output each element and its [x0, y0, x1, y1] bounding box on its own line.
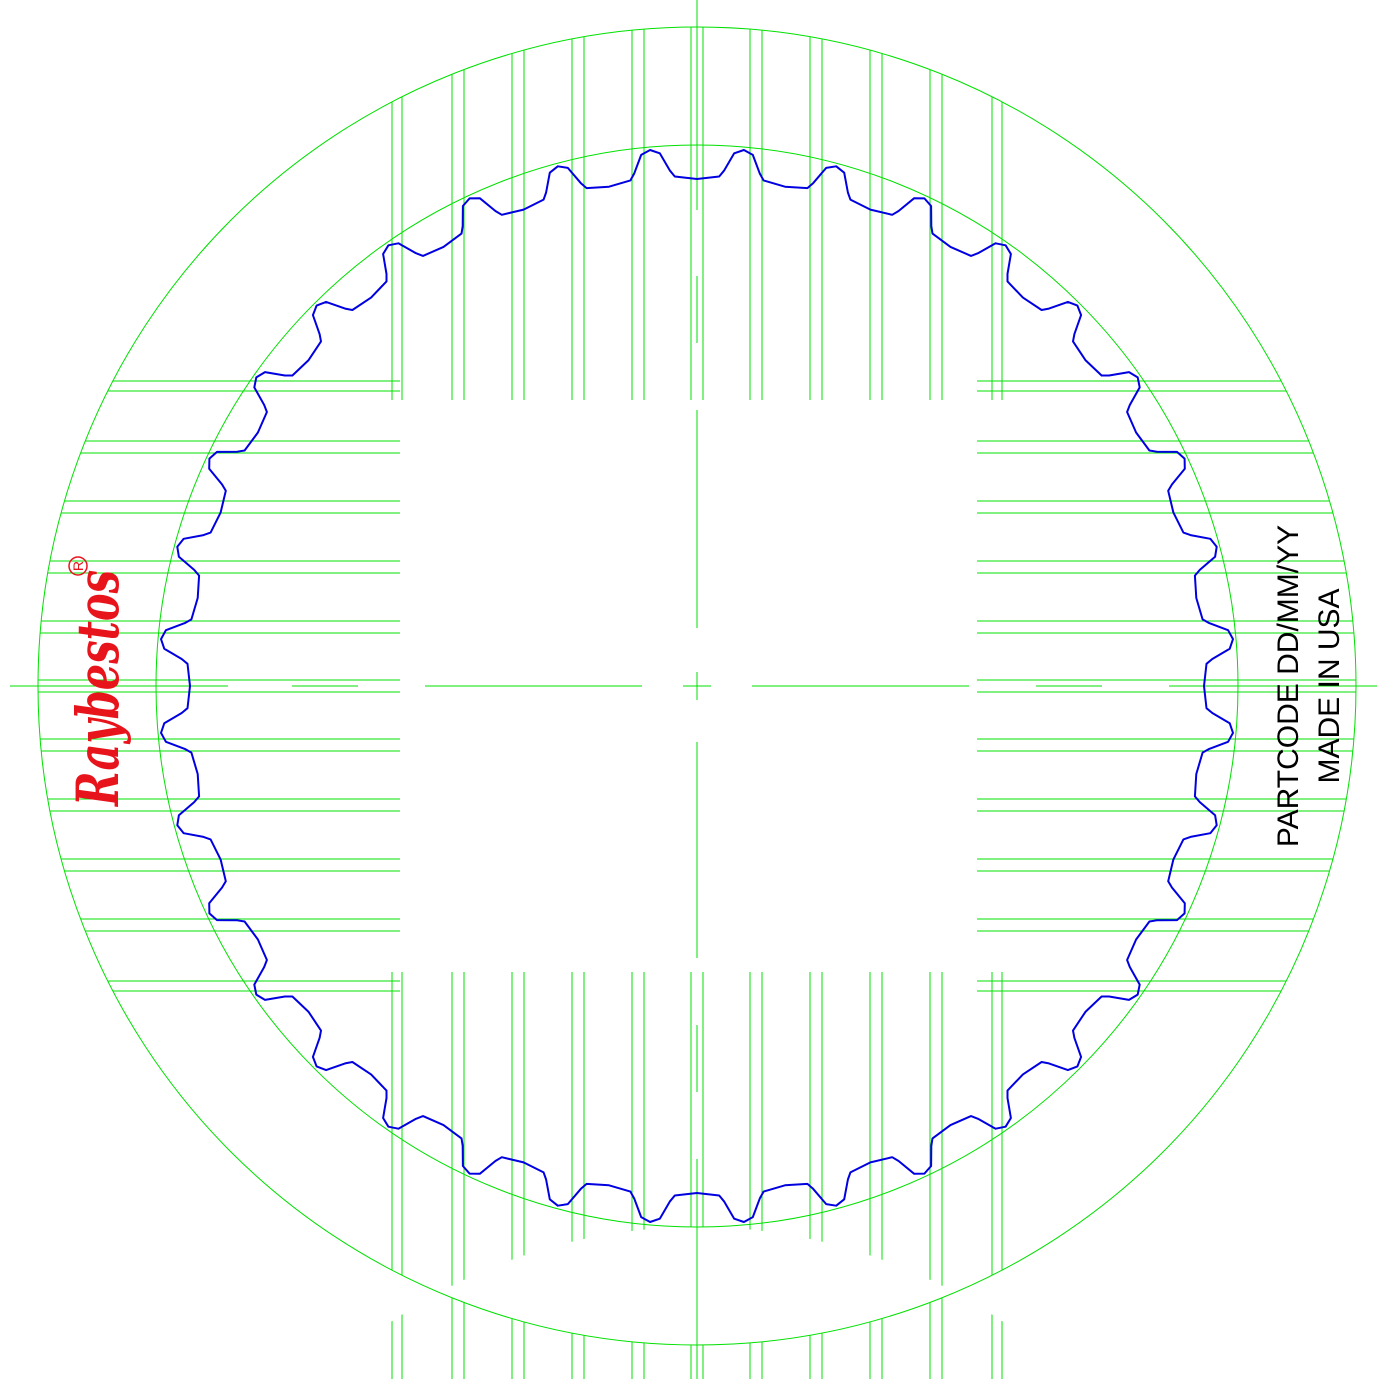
svg-text:R: R [70, 561, 86, 571]
logo-wordmark: Raybestos [64, 570, 132, 807]
raybestos-logo: Raybestos [64, 570, 132, 807]
stamp-line-made-in: MADE IN USA [1313, 588, 1346, 783]
registered-mark: R [68, 556, 88, 576]
internal-spline-profile [160, 149, 1234, 1223]
stamp-line-partcode: PARTCODE DD/MM/YY [1272, 525, 1305, 847]
part-stamp: PARTCODE DD/MM/YY MADE IN USA [1272, 525, 1346, 847]
